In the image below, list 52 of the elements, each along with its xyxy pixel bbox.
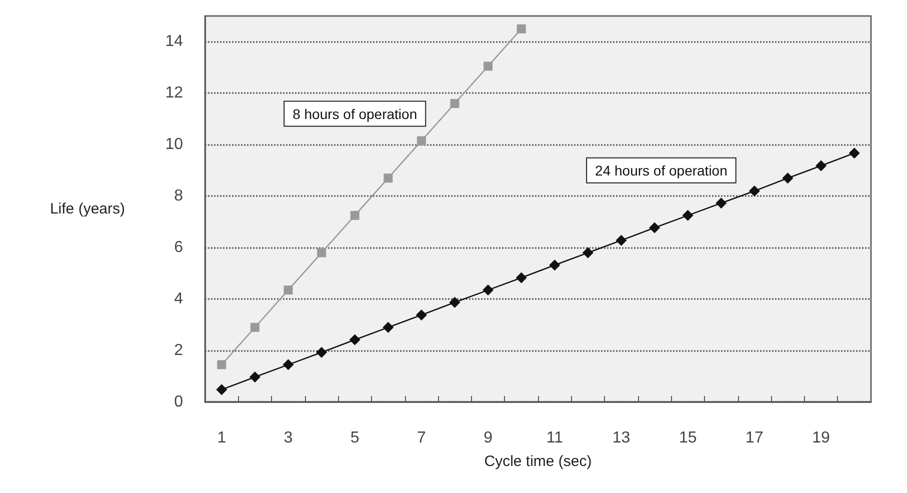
x-tick-label: 19: [812, 430, 830, 446]
x-tick-label: 5: [350, 430, 360, 446]
x-tick-label: 13: [612, 430, 630, 446]
x-axis-title: Cycle time (sec): [484, 453, 592, 470]
x-tick-label: 15: [678, 430, 697, 446]
point: [316, 346, 328, 358]
point: [217, 360, 226, 370]
y-tick-label: 14: [165, 33, 184, 50]
series-label: 8 hours of operation: [292, 106, 418, 122]
point: [216, 384, 228, 396]
y-tick-label: 4: [174, 290, 184, 308]
point: [616, 234, 627, 246]
x-tick-label: 1: [217, 430, 226, 446]
point: [282, 359, 294, 370]
x-tick-label: 11: [546, 430, 564, 446]
point: [449, 296, 460, 308]
point: [516, 24, 526, 34]
point: [484, 62, 493, 71]
point: [249, 372, 260, 383]
point: [748, 185, 760, 196]
y-axis-title: Life (years): [50, 200, 125, 218]
point: [482, 284, 494, 296]
point: [649, 222, 660, 234]
point: [384, 174, 393, 183]
y-tick-label: 0: [174, 394, 184, 410]
point: [317, 248, 326, 258]
point: [848, 148, 860, 159]
point: [582, 247, 594, 258]
x-tick-label: 17: [746, 430, 764, 446]
x-tick-label: 3: [284, 430, 293, 446]
point: [284, 286, 293, 295]
y-tick-label: 6: [174, 239, 184, 256]
y-tick-label: 10: [165, 136, 184, 154]
x-tick-label: 9: [484, 430, 493, 446]
x-tick-label: 7: [416, 430, 426, 446]
y-tick-label: 8: [174, 188, 184, 205]
series-label: 24 hours of operation: [595, 162, 728, 178]
point: [416, 136, 426, 146]
point: [716, 198, 727, 209]
y-tick-label: 12: [165, 84, 184, 102]
point: [250, 322, 260, 332]
point: [816, 160, 827, 172]
point: [516, 272, 527, 284]
point: [782, 172, 794, 184]
point: [382, 322, 394, 333]
point: [416, 310, 427, 321]
point: [350, 210, 360, 220]
point: [549, 260, 560, 271]
y-tick-label: 2: [174, 342, 184, 360]
point: [450, 98, 460, 108]
point: [682, 210, 694, 221]
point: [349, 334, 360, 346]
